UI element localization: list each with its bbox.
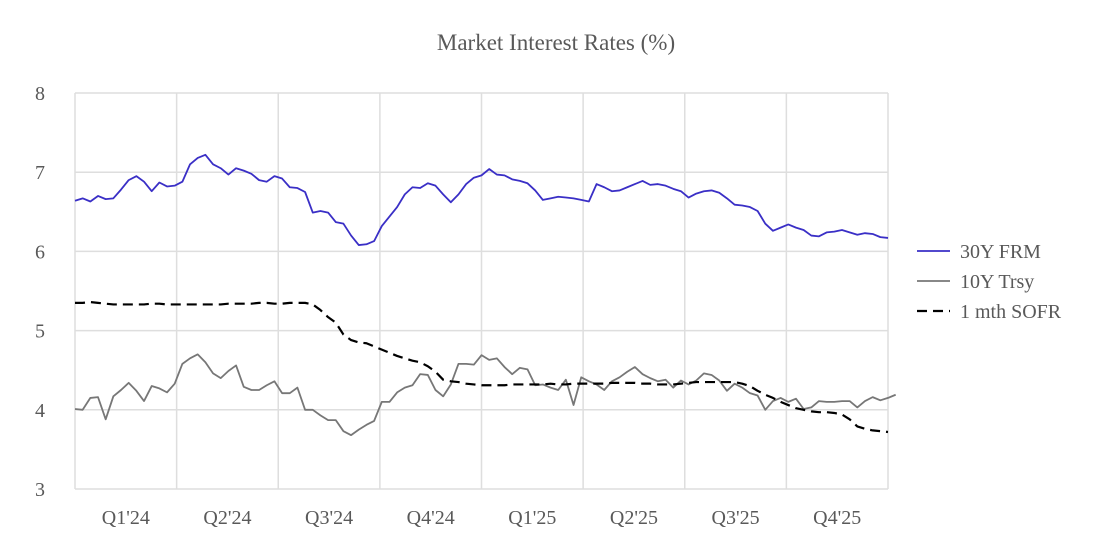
x-tick-label: Q2'25: [610, 507, 658, 529]
series-line-10y-trsy: [74, 353, 897, 437]
x-tick-label: Q4'24: [407, 507, 455, 529]
y-tick-label: 4: [35, 400, 45, 422]
legend: 30Y FRM 10Y Trsy 1 mth SOFR: [917, 241, 1062, 323]
y-tick-label: 5: [35, 321, 45, 343]
y-tick-label: 6: [35, 241, 45, 263]
x-tick-label: Q3'24: [305, 507, 353, 529]
x-tick-label: Q1'24: [102, 507, 150, 529]
y-tick-label: 7: [35, 162, 45, 184]
legend-label: 10Y Trsy: [960, 271, 1034, 293]
y-tick-label: 8: [35, 83, 45, 105]
x-tick-label: Q1'25: [508, 507, 556, 529]
chart-title: Market Interest Rates (%): [437, 30, 675, 55]
series-line-30y-frm: [74, 153, 889, 246]
x-tick-label: Q2'24: [203, 507, 251, 529]
axes: 3 4 5 6 7 8 Q1'24 Q2'24 Q3'24 Q4'24 Q1'25 Q2'25 Q3'2…: [35, 83, 861, 529]
grid: [74, 92, 889, 490]
legend-label: 30Y FRM: [960, 241, 1041, 263]
series-lines: [74, 153, 897, 437]
legend-label: 1 mth SOFR: [960, 301, 1062, 323]
y-tick-label: 3: [35, 479, 45, 501]
x-tick-label: Q4'25: [813, 507, 861, 529]
x-tick-label: Q3'25: [712, 507, 760, 529]
series-line-1-mth-sofr: [75, 300, 889, 434]
